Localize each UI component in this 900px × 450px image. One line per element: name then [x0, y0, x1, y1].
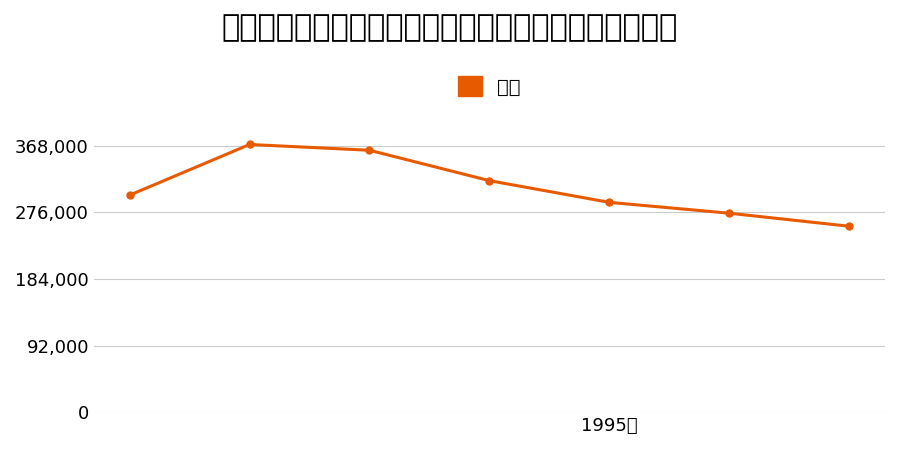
Text: 宮城県仙台市青葉区上杉５丁目３７８番６外の地価推移: 宮城県仙台市青葉区上杉５丁目３７８番６外の地価推移: [222, 14, 678, 42]
Legend: 価格: 価格: [450, 68, 528, 104]
